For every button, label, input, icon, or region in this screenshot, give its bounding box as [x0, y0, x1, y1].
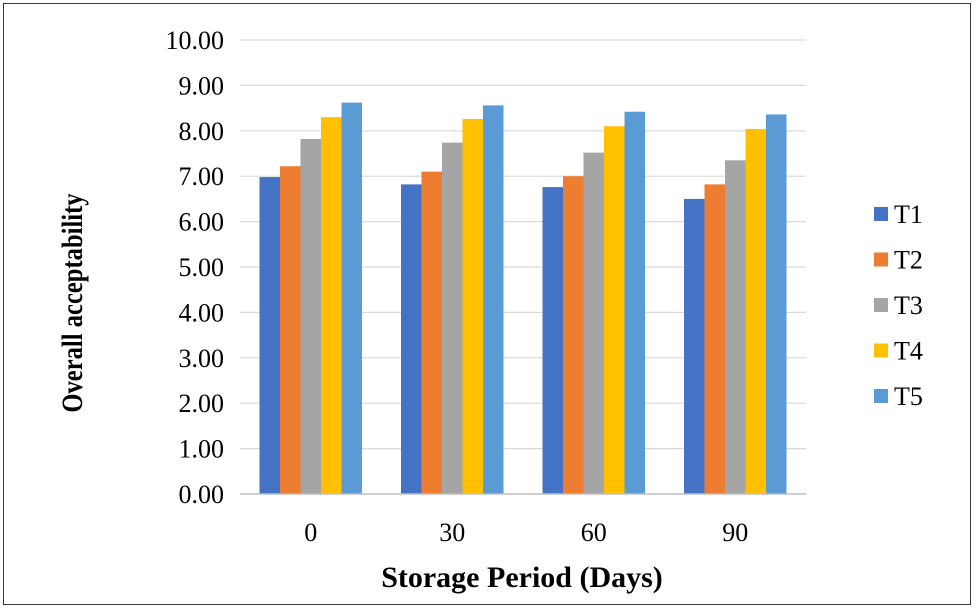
x-axis-label: Storage Period (Days) [381, 561, 663, 594]
x-axis-tick-labels: 0 30 60 90 [304, 518, 748, 547]
legend: T1 T2 T3 T4 T5 [874, 200, 923, 411]
bar-t5-0 [341, 102, 362, 494]
bar-t2-0 [280, 166, 301, 494]
y-tick-label: 8.00 [179, 117, 225, 146]
bar-t3-0 [300, 138, 321, 495]
bar-t4-0 [321, 117, 342, 495]
bar-t2-60 [563, 176, 584, 494]
bar-t2-30 [421, 171, 442, 494]
y-tick-label: 3.00 [179, 344, 225, 373]
x-tick-label: 60 [581, 518, 607, 547]
y-tick-label: 6.00 [179, 208, 225, 237]
bar-t1-60 [542, 187, 563, 494]
bar-t5-30 [483, 105, 504, 494]
y-axis-tick-labels: 0.00 1.00 2.00 3.00 4.00 5.00 6.00 7.00 8.00 9.00… [166, 26, 225, 509]
y-tick-label: 7.00 [179, 162, 225, 191]
x-tick-label: 0 [304, 518, 317, 547]
y-tick-label: 5.00 [179, 253, 225, 282]
bar-t1-90 [684, 198, 705, 494]
legend-swatch-t2 [874, 252, 888, 267]
x-tick-label: 90 [722, 518, 748, 547]
bar-t5-90 [766, 114, 787, 495]
y-tick-label: 10.00 [166, 26, 225, 55]
bar-t3-90 [725, 160, 746, 494]
y-tick-label: 9.00 [179, 71, 225, 100]
y-tick-label: 0.00 [179, 480, 225, 509]
legend-swatch-t4 [874, 343, 888, 358]
bar-t1-30 [401, 184, 422, 494]
legend-label-t4: T4 [894, 337, 923, 366]
legend-label-t3: T3 [894, 291, 923, 320]
y-axis-label: Overall acceptability [56, 193, 89, 412]
legend-swatch-t3 [874, 298, 888, 312]
x-tick-label: 30 [439, 518, 465, 547]
bar-t4-30 [462, 118, 483, 494]
bar-t5-60 [624, 111, 645, 495]
bar-t2-90 [704, 184, 725, 494]
legend-label-t1: T1 [894, 200, 923, 229]
bar-t1-0 [259, 177, 280, 494]
bars [259, 102, 787, 495]
bar-t3-30 [442, 142, 463, 494]
y-tick-label: 2.00 [179, 389, 225, 418]
bar-t4-60 [604, 126, 625, 494]
legend-swatch-t1 [874, 207, 888, 221]
legend-label-t2: T2 [894, 246, 923, 275]
legend-label-t5: T5 [894, 382, 923, 411]
bar-t3-60 [583, 152, 604, 495]
bar-t4-90 [745, 128, 766, 494]
y-tick-label: 1.00 [179, 435, 225, 464]
y-tick-label: 4.00 [179, 298, 225, 327]
legend-swatch-t5 [874, 389, 888, 403]
